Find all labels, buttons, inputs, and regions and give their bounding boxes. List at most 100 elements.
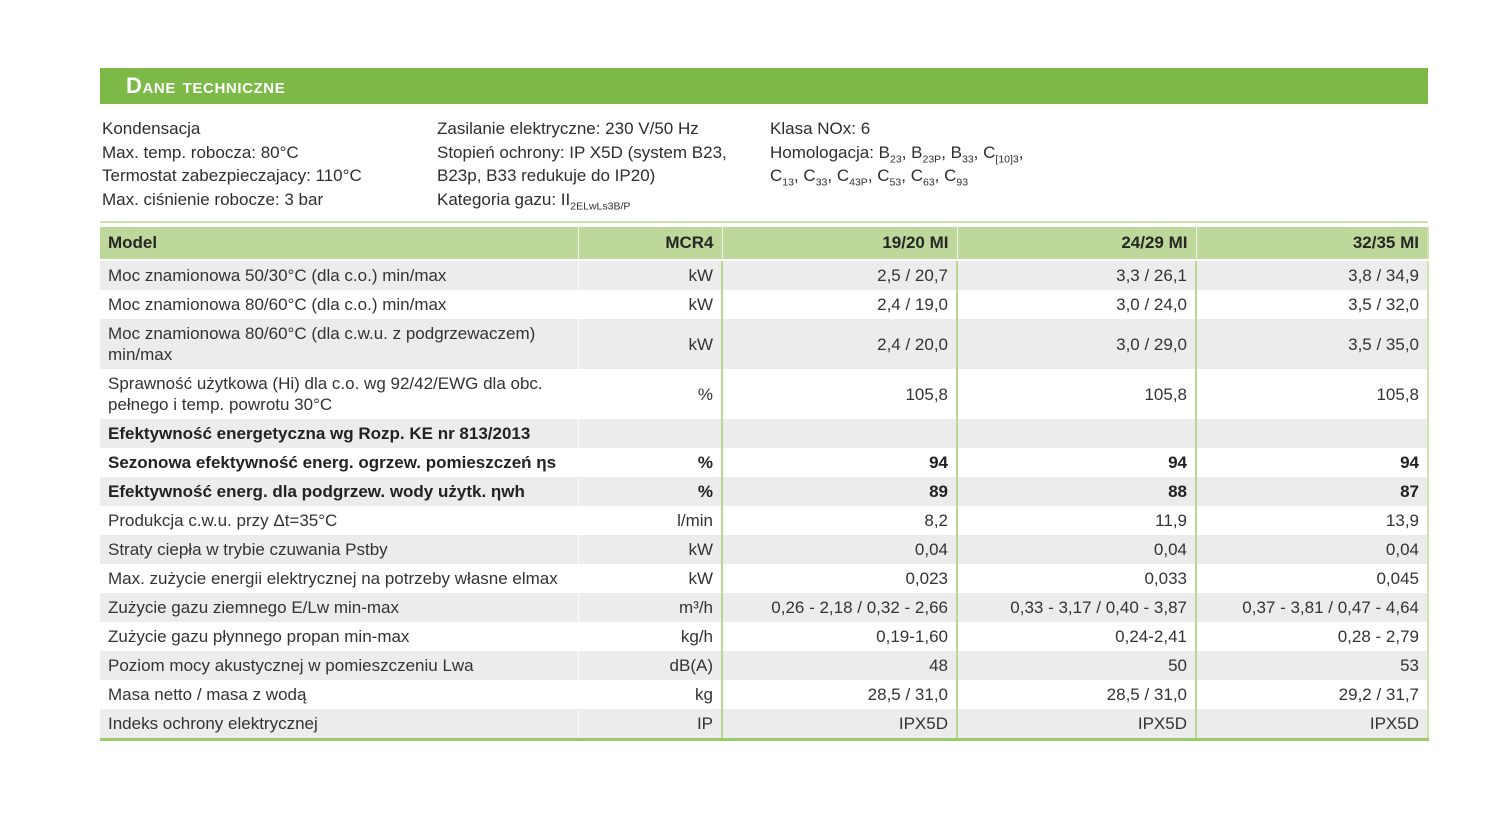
spec-unit: kg bbox=[577, 680, 722, 709]
table-row: Sezonowa efektywność energ. ogrzew. pomi… bbox=[100, 448, 1428, 477]
table-row: Moc znamionowa 80/60°C (dla c.o.) min/ma… bbox=[100, 290, 1428, 319]
spec-line: Max. ciśnienie robocze: 3 bar bbox=[102, 189, 324, 209]
table-row: Sprawność użytkowa (Hi) dla c.o. wg 92/4… bbox=[100, 369, 1428, 419]
column-header-model-2: 24/29 MI bbox=[956, 227, 1196, 261]
spec-value: 53 bbox=[1195, 651, 1428, 680]
spec-line-homologacja-1: Homologacja: B23, B23P, B33, C[10]3, bbox=[770, 141, 1428, 165]
spec-unit: kg/h bbox=[577, 622, 722, 651]
spec-value: 2,4 / 20,0 bbox=[721, 319, 957, 369]
spec-label: Indeks ochrony elektrycznej bbox=[108, 714, 318, 733]
spec-unit: l/min bbox=[577, 506, 722, 535]
spec-value: 28,5 / 31,0 bbox=[956, 680, 1196, 709]
spec-value: 0,04 bbox=[1195, 535, 1428, 564]
spec-label: Zużycie gazu ziemnego E/Lw min-max bbox=[108, 598, 400, 617]
spec-unit: kW bbox=[577, 535, 722, 564]
spec-value: 28,5 / 31,0 bbox=[721, 680, 957, 709]
homologacja-codes-line-1: B23, B23P, B33, C[10]3, bbox=[878, 142, 1024, 165]
spec-label: Sezonowa efektywność energ. ogrzew. pomi… bbox=[108, 453, 557, 472]
spec-value: 0,24-2,41 bbox=[956, 622, 1196, 651]
spec-value: 29,2 / 31,7 bbox=[1195, 680, 1428, 709]
intro-column-3: Klasa NOx: 6 Homologacja: B23, B23P, B33… bbox=[770, 117, 1428, 211]
spec-value: 0,033 bbox=[956, 564, 1196, 593]
spec-line-nox: Klasa NOx: 6 bbox=[770, 119, 871, 138]
spec-value: 3,3 / 26,1 bbox=[956, 260, 1196, 290]
spec-label: Moc znamionowa 50/30°C (dla c.o.) min/ma… bbox=[108, 266, 447, 285]
homologacja-codes-line-2: C13, C33, C43P, C53, C63, C93 bbox=[770, 166, 969, 189]
table-row: Efektywność energetyczna wg Rozp. KE nr … bbox=[100, 419, 1428, 448]
column-header-series: MCR4 bbox=[577, 227, 722, 261]
section-title-bar: Dane techniczne bbox=[100, 68, 1428, 104]
column-header-model-3: 32/35 MI bbox=[1195, 227, 1428, 261]
table-row: Straty ciepła w trybie czuwania Pstby kW… bbox=[100, 535, 1428, 564]
spec-unit: kW bbox=[577, 260, 722, 290]
intro-specs: Kondensacja Max. temp. robocza: 80°C Ter… bbox=[100, 104, 1428, 221]
spec-value: 3,0 / 29,0 bbox=[956, 319, 1196, 369]
spec-unit: % bbox=[577, 448, 722, 477]
spec-value: 88 bbox=[956, 477, 1196, 506]
table-row: Moc znamionowa 80/60°C (dla c.w.u. z pod… bbox=[100, 319, 1428, 369]
spec-label: Efektywność energ. dla podgrzew. wody uż… bbox=[108, 482, 525, 501]
spec-unit: % bbox=[577, 477, 722, 506]
spec-unit: m³/h bbox=[577, 593, 722, 622]
spec-label: Straty ciepła w trybie czuwania Pstby bbox=[108, 540, 388, 559]
spec-line: Termostat zabezpieczajacy: 110°C bbox=[102, 166, 362, 185]
spec-line: Zasilanie elektryczne: 230 V/50 Hz bbox=[437, 119, 699, 138]
spec-line: Kondensacja bbox=[102, 119, 201, 138]
spec-value: 94 bbox=[1195, 448, 1428, 477]
intro-column-1: Kondensacja Max. temp. robocza: 80°C Ter… bbox=[102, 117, 437, 211]
spec-value: 13,9 bbox=[1195, 506, 1428, 535]
spec-value: 0,28 - 2,79 bbox=[1195, 622, 1428, 651]
spec-label: Efektywność energetyczna wg Rozp. KE nr … bbox=[108, 424, 531, 443]
spec-value: 0,19-1,60 bbox=[721, 622, 957, 651]
table-row: Masa netto / masa z wodą kg 28,5 / 31,0 … bbox=[100, 680, 1428, 709]
spec-unit: kW bbox=[577, 290, 722, 319]
spec-value: 2,5 / 20,7 bbox=[721, 260, 957, 290]
spec-line-homologacja-2: C13, C33, C43P, C53, C63, C93 bbox=[770, 164, 1428, 188]
spec-value: 3,8 / 34,9 bbox=[1195, 260, 1428, 290]
spec-label: Max. zużycie energii elektrycznej na pot… bbox=[108, 569, 558, 588]
spec-value bbox=[1195, 419, 1428, 448]
column-header-model: Model bbox=[100, 227, 578, 261]
spec-value: 105,8 bbox=[721, 369, 957, 419]
spec-label: Produkcja c.w.u. przy Δt=35°C bbox=[108, 511, 338, 530]
spec-value: 105,8 bbox=[956, 369, 1196, 419]
spec-value: 105,8 bbox=[1195, 369, 1428, 419]
spec-value: 11,9 bbox=[956, 506, 1196, 535]
spec-value: 0,023 bbox=[721, 564, 957, 593]
homologacja-label: Homologacja: bbox=[770, 142, 879, 162]
spec-value: 2,4 / 19,0 bbox=[721, 290, 957, 319]
table-row: Moc znamionowa 50/30°C (dla c.o.) min/ma… bbox=[100, 260, 1428, 290]
spec-value: 48 bbox=[721, 651, 957, 680]
spec-unit: kW bbox=[577, 564, 722, 593]
spec-label: Moc znamionowa 80/60°C (dla c.w.u. z pod… bbox=[108, 324, 536, 364]
spec-value: 3,5 / 35,0 bbox=[1195, 319, 1428, 369]
spec-label: Zużycie gazu płynnego propan min-max bbox=[108, 627, 410, 646]
intro-column-2: Zasilanie elektryczne: 230 V/50 Hz Stopi… bbox=[437, 117, 770, 211]
spec-value: 50 bbox=[956, 651, 1196, 680]
spec-value: IPX5D bbox=[721, 709, 957, 740]
spec-value: 3,5 / 32,0 bbox=[1195, 290, 1428, 319]
technical-data-table: Model MCR4 19/20 MI 24/29 MI 32/35 MI Mo… bbox=[100, 227, 1429, 741]
spec-label: Masa netto / masa z wodą bbox=[108, 685, 307, 704]
spec-value: IPX5D bbox=[956, 709, 1196, 740]
spec-value: 89 bbox=[721, 477, 957, 506]
spec-value: 87 bbox=[1195, 477, 1428, 506]
table-row: Poziom mocy akustycznej w pomieszczeniu … bbox=[100, 651, 1428, 680]
spec-line: Max. temp. robocza: 80°C bbox=[102, 142, 299, 162]
table-row: Max. zużycie energii elektrycznej na pot… bbox=[100, 564, 1428, 593]
spec-value: 94 bbox=[721, 448, 957, 477]
table-header-row: Model MCR4 19/20 MI 24/29 MI 32/35 MI bbox=[100, 227, 1428, 261]
spec-value: 3,0 / 24,0 bbox=[956, 290, 1196, 319]
spec-value: IPX5D bbox=[1195, 709, 1428, 740]
spec-unit: dB(A) bbox=[577, 651, 722, 680]
spec-unit: kW bbox=[577, 319, 722, 369]
spec-line-gas-category: Kategoria gazu: II2ELwLs3B/P bbox=[437, 189, 631, 212]
spec-unit bbox=[577, 419, 722, 448]
spec-value: 94 bbox=[956, 448, 1196, 477]
table-row: Efektywność energ. dla podgrzew. wody uż… bbox=[100, 477, 1428, 506]
spec-line: B23p, B33 redukuje do IP20) bbox=[437, 166, 656, 185]
spec-label: Poziom mocy akustycznej w pomieszczeniu … bbox=[108, 656, 474, 675]
spec-value bbox=[721, 419, 957, 448]
table-body: Moc znamionowa 50/30°C (dla c.o.) min/ma… bbox=[100, 260, 1428, 740]
table-row: Indeks ochrony elektrycznej IP IPX5D IPX… bbox=[100, 709, 1428, 740]
